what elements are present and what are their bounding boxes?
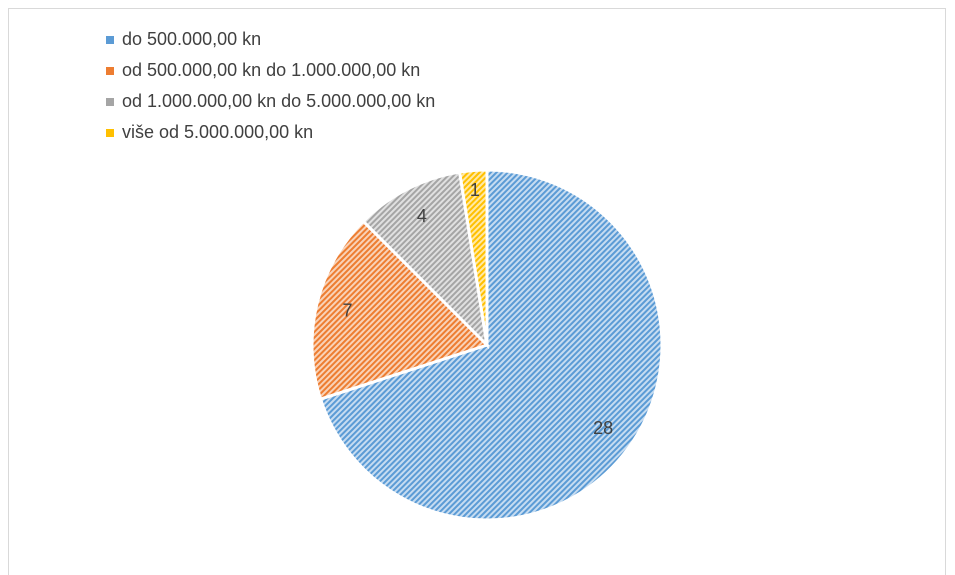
pie-slice xyxy=(457,168,489,346)
legend-swatch xyxy=(106,98,114,106)
data-label: 4 xyxy=(417,206,427,226)
pie-slice xyxy=(310,219,490,401)
data-label: 1 xyxy=(470,180,480,200)
legend-label: do 500.000,00 kn xyxy=(122,29,261,49)
pie-slice xyxy=(361,170,490,350)
data-label: 28 xyxy=(593,418,613,438)
legend-swatch xyxy=(106,67,114,75)
legend-label: od 500.000,00 kn do 1.000.000,00 kn xyxy=(122,60,420,80)
data-label: 7 xyxy=(342,300,352,320)
pie-slice xyxy=(318,168,664,522)
legend-swatch xyxy=(106,36,114,44)
legend-label: od 1.000.000,00 kn do 5.000.000,00 kn xyxy=(122,91,435,111)
legend-label: više od 5.000.000,00 kn xyxy=(122,122,313,142)
legend-swatch xyxy=(106,129,114,137)
